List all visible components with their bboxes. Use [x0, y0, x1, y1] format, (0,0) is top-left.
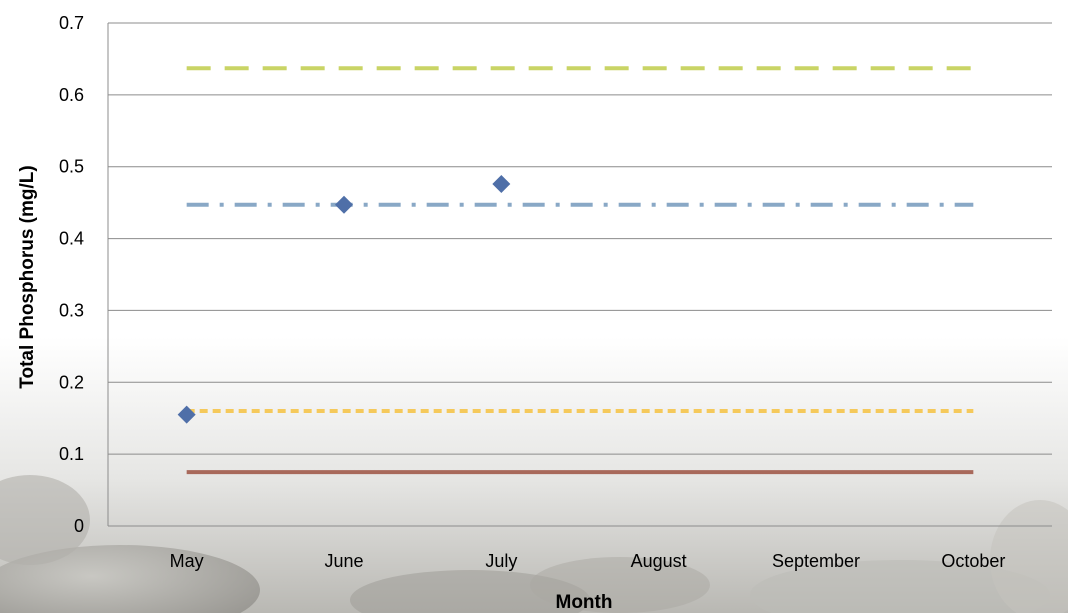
- y-tick-label: 0.5: [59, 157, 84, 177]
- y-tick-label: 0.7: [59, 13, 84, 33]
- data-point-diamond: [177, 405, 196, 424]
- y-tick-label: 0.3: [59, 300, 84, 320]
- x-tick-label: July: [485, 551, 517, 571]
- gridlines: [108, 22, 1052, 455]
- data-point-diamond: [335, 195, 353, 214]
- x-tick-label: October: [941, 551, 1005, 571]
- y-tick-label: 0.6: [59, 85, 84, 105]
- series-lines: [186, 66, 974, 475]
- x-tick-label: August: [631, 551, 687, 571]
- x-tick-label: June: [324, 551, 363, 571]
- axes: [107, 23, 1052, 527]
- data-point-diamond: [492, 174, 511, 193]
- x-tick-label: May: [170, 551, 204, 571]
- y-axis-title: Total Phosphorus (mg/L): [17, 165, 38, 388]
- y-tick-label: 0.1: [59, 444, 84, 464]
- x-tick-label: September: [772, 551, 860, 571]
- y-tick-label: 0: [74, 516, 84, 536]
- axis-labels: 0 0.1 0.2 0.3 0.4 0.5 0.6 0.7 May June July August S…: [59, 13, 1005, 571]
- x-axis-title: Month: [556, 592, 613, 613]
- y-tick-label: 0.2: [59, 372, 84, 392]
- series-points: [177, 174, 511, 424]
- y-tick-label: 0.4: [59, 229, 84, 249]
